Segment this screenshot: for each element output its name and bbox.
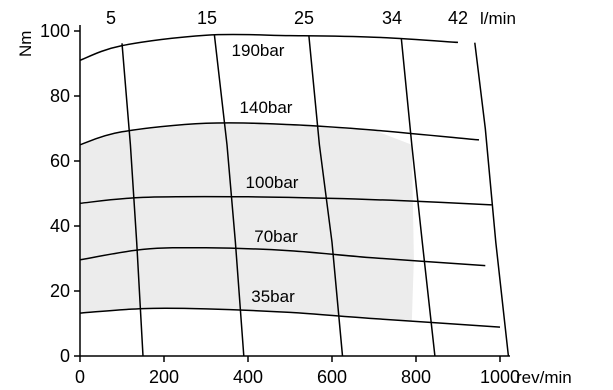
pressure-curve-label: 70bar <box>254 227 298 246</box>
pressure-curve-140bar <box>79 122 480 146</box>
x-tick-label: 200 <box>149 367 179 387</box>
y-tick-label: 20 <box>50 281 70 301</box>
pressure-curve-label: 100bar <box>246 173 299 192</box>
y-tick-label: 100 <box>40 21 70 41</box>
y-tick-label: 40 <box>50 216 70 236</box>
x-tick-label: 0 <box>75 367 85 387</box>
flow-line-42 <box>474 42 510 357</box>
curve-layer <box>79 33 510 357</box>
labels: rev/min Nm l/min 190bar 140bar 100bar 70bar… <box>16 8 572 387</box>
flow-line-label: 25 <box>294 8 314 28</box>
operating-region-layer <box>80 123 414 356</box>
x-tick-label: 800 <box>401 367 431 387</box>
pressure-curve-100bar <box>79 195 492 206</box>
flow-line-label: 5 <box>106 8 116 28</box>
flow-line-25 <box>308 35 344 357</box>
x-tick-label: 1000 <box>480 367 520 387</box>
y-tick-label: 60 <box>50 151 70 171</box>
top-axis-label: l/min <box>480 9 516 28</box>
pressure-curve-label: 190bar <box>232 41 285 60</box>
y-axis-label: Nm <box>16 31 35 57</box>
flow-line-15 <box>213 34 245 357</box>
pressure-curve-label: 140bar <box>240 98 293 117</box>
y-tick-label: 80 <box>50 86 70 106</box>
operating-region <box>80 123 414 356</box>
pressure-curve-label: 35bar <box>251 287 295 306</box>
flow-line-label: 15 <box>197 8 217 28</box>
flow-line-5 <box>121 43 144 357</box>
pressure-curve-35bar <box>79 307 501 328</box>
pressure-curve-70bar <box>79 246 486 267</box>
x-tick-label: 600 <box>317 367 347 387</box>
flow-line-label: 34 <box>382 8 402 28</box>
axes <box>79 25 510 357</box>
flow-line-34 <box>400 38 436 357</box>
x-tick-label: 400 <box>233 367 263 387</box>
x-axis-label: rev/min <box>516 368 572 387</box>
y-tick-label: 0 <box>60 346 70 366</box>
flow-line-label: 42 <box>448 8 468 28</box>
ticks: 0 200 400 600 800 1000 0 20 40 60 80 100 <box>40 21 520 387</box>
